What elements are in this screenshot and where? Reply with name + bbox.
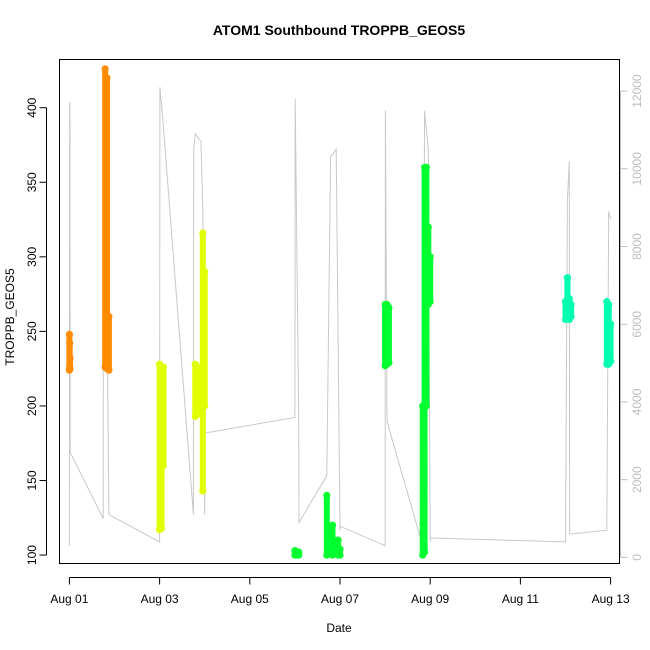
series-3 [156,360,167,534]
x-tick-label: Aug 01 [50,592,88,606]
data-point [328,551,337,559]
series-10 [603,298,615,368]
y-tick-label: 250 [25,321,39,341]
y2-tick-label: 4000 [630,388,644,415]
data-point [157,524,166,532]
data-point [426,253,434,261]
x-tick-label: Aug 07 [321,592,359,606]
data-point [105,312,113,321]
y-tick-label: 350 [25,172,39,192]
series-1 [65,330,74,374]
x-axis-label: Date [326,621,352,635]
data-point [565,295,573,303]
data-point [65,330,73,338]
x-tick-label: Aug 13 [592,592,630,606]
data-point [66,354,74,362]
chart-title: ATOM1 Southbound TROPPB_GEOS5 [213,22,465,38]
x-tick-label: Aug 05 [231,592,269,606]
data-point [426,298,434,306]
data-point [201,268,209,276]
data-point [421,548,429,556]
data-point [567,312,575,321]
series-9 [561,274,575,324]
series-7 [381,300,393,370]
series-8 [419,163,434,559]
data-point [334,536,342,544]
data-point [328,521,337,529]
series-6 [323,491,344,559]
data-point [336,551,344,559]
data-point [66,339,74,347]
data-point [424,223,432,231]
y-axis-label: TROPPB_GEOS5 [3,268,17,366]
data-point [422,402,430,410]
data-point [199,229,207,237]
plot-frame [59,59,620,564]
data-point [103,74,111,82]
data-point [567,300,575,309]
data-point [385,359,393,367]
data-point [295,551,303,559]
data-point [105,366,113,374]
x-tick-label: Aug 11 [502,592,539,606]
data-point [66,365,74,373]
y2-axis: 0 2000 4000 6000 8000 10000 12000 [620,74,644,561]
y-tick-label: 150 [25,470,39,490]
data-point [607,357,615,365]
series-2 [101,65,113,374]
data-layer [65,65,615,559]
y2-tick-label: 10000 [630,152,644,186]
x-axis: Aug 01 Aug 03 Aug 05 Aug 07 Aug 09 Aug 11 Aug … [50,577,630,606]
x-tick-label: Aug 09 [411,592,449,606]
y2-tick-label: 8000 [630,233,644,260]
y-axis: 100 150 200 250 300 350 400 [25,97,47,565]
y-tick-label: 400 [25,97,39,117]
data-point [159,363,167,371]
y2-tick-label: 12000 [630,74,644,108]
y-tick-label: 300 [25,246,39,266]
data-point [323,491,331,499]
y-tick-label: 200 [25,396,39,416]
y2-tick-label: 2000 [630,466,644,493]
data-point [605,300,613,309]
data-point [101,65,109,73]
y2-tick-label: 6000 [630,311,644,338]
x-tick-label: Aug 03 [141,592,179,606]
data-point [201,402,209,410]
data-point [422,163,430,171]
data-point [323,551,331,559]
series-4 [191,229,209,495]
data-point [336,545,344,553]
data-point [199,487,207,495]
data-point [385,303,393,312]
y-tick-label: 100 [25,545,39,565]
data-point [563,274,572,282]
data-point [159,462,167,470]
series-5 [291,547,303,559]
data-point [607,320,615,328]
y2-tick-label: 0 [630,554,644,561]
